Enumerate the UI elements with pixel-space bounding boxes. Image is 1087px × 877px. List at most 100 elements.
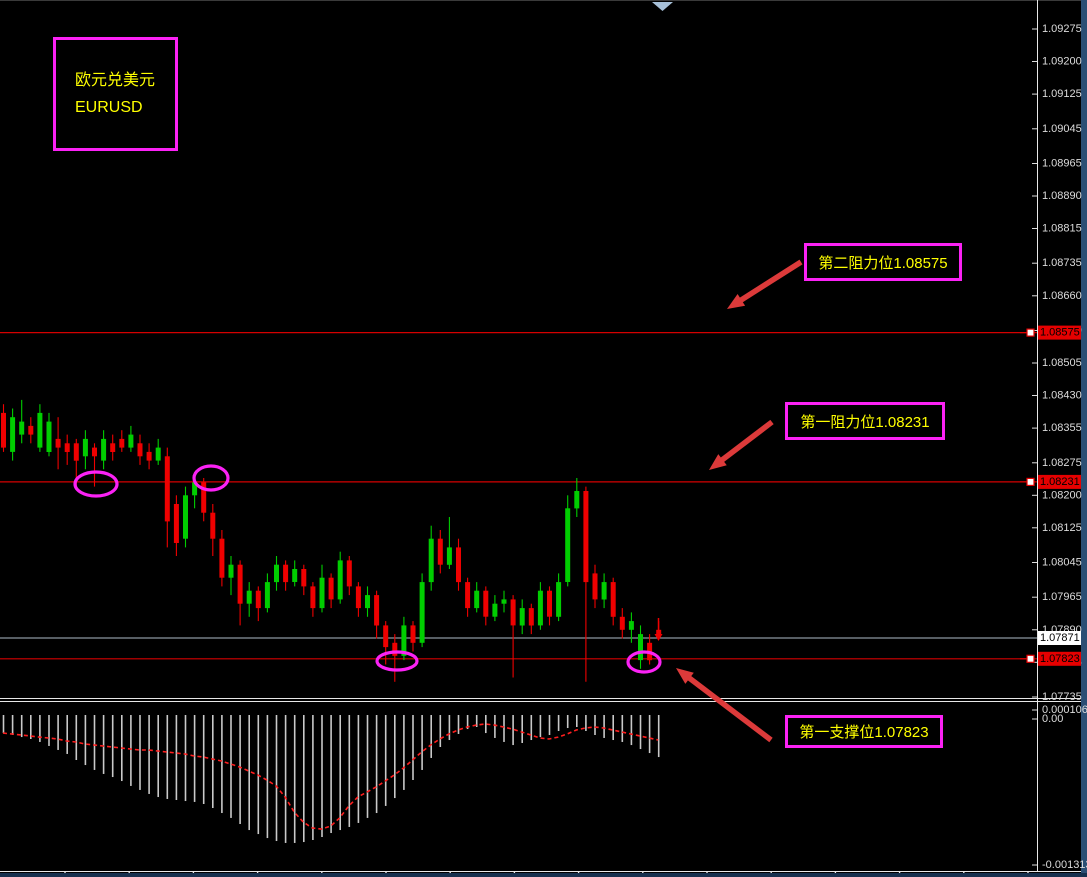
candle-body xyxy=(146,451,152,461)
arrow-shaft xyxy=(684,673,773,743)
candle-body xyxy=(428,538,434,583)
arrow-head xyxy=(727,293,746,309)
symbol-label-box[interactable]: 欧元兑美元 EURUSD xyxy=(53,37,178,151)
candle-body xyxy=(574,491,580,509)
candle-body xyxy=(164,456,170,522)
highlight-ellipse[interactable] xyxy=(73,470,119,498)
candle-body xyxy=(556,582,562,617)
price-axis-label: 1.08430 xyxy=(1042,390,1082,402)
resistance2-annotation-box[interactable]: 第二阻力位1.08575 xyxy=(804,243,962,281)
arrow-shaft xyxy=(717,419,774,465)
candle-body xyxy=(119,438,125,448)
candle-body xyxy=(547,590,552,617)
candle-body xyxy=(565,508,571,582)
arrow-shaft xyxy=(736,259,803,305)
candle-body xyxy=(346,560,352,587)
candle-body xyxy=(465,582,471,609)
candle-body xyxy=(137,443,143,457)
candle-body xyxy=(628,621,634,630)
candle-body xyxy=(264,582,270,609)
candle-body xyxy=(619,616,625,630)
resistance1-label: 第一阻力位1.08231 xyxy=(800,413,930,431)
candle-body xyxy=(283,564,289,583)
candle-body xyxy=(483,590,489,617)
candle-body xyxy=(173,504,179,543)
candle-body xyxy=(528,608,534,626)
price-axis-label: 1.08505 xyxy=(1042,357,1082,369)
candle-body xyxy=(101,438,107,461)
resistance1-annotation-box[interactable]: 第一阻力位1.08231 xyxy=(785,402,945,440)
candle-body xyxy=(328,577,334,600)
symbol-code: EURUSD xyxy=(75,99,143,116)
price-axis-label: 1.07735 xyxy=(1042,691,1082,703)
current-price-tag xyxy=(1038,631,1081,645)
candle-body xyxy=(392,642,398,656)
candle-body xyxy=(374,595,380,626)
level-price-tag xyxy=(1038,325,1081,340)
candle-body xyxy=(219,538,225,578)
price-axis-label: 1.09200 xyxy=(1042,56,1082,68)
candle-body xyxy=(228,564,234,578)
candle-body xyxy=(55,438,61,448)
candle-body xyxy=(638,634,643,661)
candle-body xyxy=(73,443,79,461)
indicator-axis-label: 0.00 xyxy=(1042,713,1063,725)
price-axis-label: 1.08355 xyxy=(1042,422,1082,434)
candle-body xyxy=(237,564,243,604)
scroll-to-end-marker[interactable] xyxy=(652,2,673,11)
candle-body xyxy=(401,625,407,656)
support1-annotation-box[interactable]: 第一支撑位1.07823 xyxy=(785,715,943,748)
candle-body xyxy=(519,608,525,626)
candle-body xyxy=(610,582,616,617)
candle-body xyxy=(246,590,252,604)
price-axis-label: 1.08660 xyxy=(1042,290,1082,302)
down-arrow-marker xyxy=(654,618,663,641)
candle-body xyxy=(255,590,261,609)
level-price-tag xyxy=(1038,474,1081,489)
candle-body xyxy=(510,599,516,626)
price-axis[interactable]: 1.09275 1.09200 1.09125 1.09045 1.08965 1.088… xyxy=(1032,23,1082,703)
highlight-ellipse[interactable] xyxy=(375,650,419,672)
candle-body xyxy=(583,491,589,583)
arrow-head xyxy=(709,454,727,470)
price-tags[interactable]: 1.08575 1.08231 1.07823 1.07871 xyxy=(1020,325,1081,666)
price-axis-label: 1.09125 xyxy=(1042,88,1082,100)
candle-body xyxy=(82,438,88,457)
candle-body xyxy=(92,447,97,457)
candle-body xyxy=(474,590,480,609)
candle-body xyxy=(337,560,343,600)
highlight-ellipses[interactable] xyxy=(73,464,662,674)
candle-body xyxy=(274,564,279,583)
candle-body xyxy=(292,569,298,582)
annotation-arrows[interactable] xyxy=(676,259,803,743)
candle-body xyxy=(210,512,216,539)
price-axis-label: 1.08735 xyxy=(1042,257,1082,269)
level-handle-square[interactable] xyxy=(1026,654,1035,663)
candle-body xyxy=(28,425,34,435)
candle-body xyxy=(446,547,452,565)
candle-body xyxy=(155,447,161,461)
candle-body xyxy=(19,421,25,435)
price-tag-text: 1.07823 xyxy=(1040,653,1080,665)
candle-body xyxy=(319,577,325,609)
level-handle-square[interactable] xyxy=(1026,328,1035,337)
highlight-ellipse[interactable] xyxy=(626,650,662,674)
price-tag-text: 1.08575 xyxy=(1040,327,1080,339)
level-lines[interactable] xyxy=(0,332,1037,660)
level-handle-square[interactable] xyxy=(1026,477,1035,486)
indicator-axis-label: -0.001313 xyxy=(1042,859,1087,871)
candle-body xyxy=(183,495,188,539)
triangle-down-icon[interactable] xyxy=(652,2,673,11)
candle-body xyxy=(437,538,443,565)
price-axis-label: 1.08890 xyxy=(1042,190,1082,202)
candle-body xyxy=(46,421,52,452)
price-axis-label: 1.08815 xyxy=(1042,223,1082,235)
candle-body xyxy=(501,599,507,604)
support1-label: 第一支撑位1.07823 xyxy=(799,724,929,741)
candle-body xyxy=(383,625,389,648)
candle-body xyxy=(1,412,6,448)
highlight-ellipse[interactable] xyxy=(192,464,230,492)
